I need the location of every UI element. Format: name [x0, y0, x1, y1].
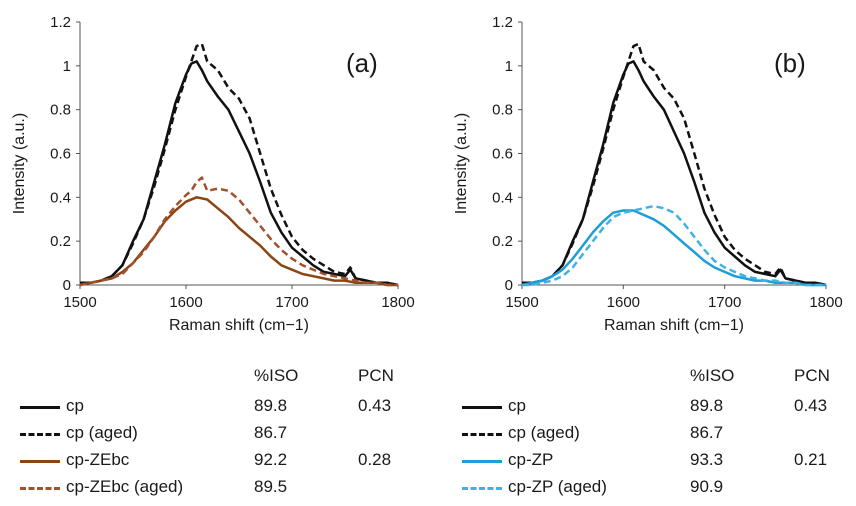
- x-tick-label: 1600: [169, 294, 202, 311]
- x-tick-label: 1500: [505, 294, 538, 311]
- legend-swatch: [462, 460, 502, 463]
- legend-iso-value: 93.3: [690, 450, 724, 469]
- y-tick-label: 0.6: [492, 146, 513, 163]
- x-axis-label: Raman shift (cm−1): [169, 317, 309, 334]
- y-axis-label: Intensity (a.u.): [453, 113, 470, 214]
- y-tick-label: 0.8: [492, 102, 513, 119]
- legend-row: cp 89.8 0.43: [462, 396, 856, 418]
- legend-series-name: cp (aged): [66, 423, 138, 442]
- legend-header-iso: %ISO: [690, 366, 735, 385]
- chart-panel-b: 0 0.2 0.4 0.6 0.8 1 1.2 1500 1600 1700 1800 Raman s…: [453, 14, 843, 334]
- legend-table-a: %ISO PCN cp 89.8 0.43 cp (aged) 86.7 cp-ZEbc 9…: [20, 366, 420, 506]
- y-tick-label: 0.8: [50, 102, 71, 119]
- legend-iso-value: 92.2: [254, 450, 288, 469]
- y-axis-label: Intensity (a.u.): [11, 113, 28, 214]
- x-tick-label: 1800: [809, 294, 842, 311]
- legend-row: cp (aged) 86.7: [462, 423, 856, 445]
- y-tick-label: 1: [63, 58, 71, 75]
- y-tick-label: 0.4: [492, 189, 513, 206]
- y-tick-label: 0.2: [492, 233, 513, 250]
- legend-iso-value: 86.7: [254, 423, 288, 442]
- panel-label: (a): [346, 48, 378, 78]
- x-axis-label: Raman shift (cm−1): [604, 317, 744, 334]
- x-tick-label: 1500: [63, 294, 96, 311]
- legend-pcn-value: 0.28: [358, 450, 392, 469]
- legend-swatch: [20, 406, 60, 409]
- legend-iso-value: 86.7: [690, 423, 724, 442]
- legend-header-iso: %ISO: [254, 366, 299, 385]
- legend-row: cp (aged) 86.7: [20, 423, 420, 445]
- legend-iso-value: 89.5: [254, 477, 288, 496]
- legend-series-name: cp-ZEbc: [66, 450, 130, 469]
- legend-iso-value: 89.8: [254, 396, 288, 415]
- x-tick-label: 1700: [275, 294, 308, 311]
- panel-label: (b): [774, 48, 806, 78]
- y-tick-label: 0.4: [50, 189, 71, 206]
- legend-swatch: [462, 433, 502, 436]
- legend-header-pcn: PCN: [794, 366, 830, 385]
- y-tick-label: 0.6: [50, 146, 71, 163]
- legend-series-name: cp-ZEbc (aged): [66, 477, 184, 496]
- legend-row: cp-ZEbc (aged) 89.5: [20, 477, 420, 499]
- legend-table-b: %ISO PCN cp 89.8 0.43 cp (aged) 86.7 cp-ZP 93.…: [462, 366, 856, 506]
- legend-series-name: cp: [66, 396, 84, 415]
- legend-pcn-value: 0.43: [358, 396, 392, 415]
- legend-swatch: [20, 433, 60, 436]
- x-tick-label: 1700: [708, 294, 741, 311]
- y-tick-label: 0: [505, 277, 513, 294]
- legend-header-pcn: PCN: [358, 366, 394, 385]
- legend-swatch: [462, 406, 502, 409]
- y-tick-label: 1: [505, 58, 513, 75]
- legend-iso-value: 90.9: [690, 477, 724, 496]
- x-tick-label: 1800: [381, 294, 414, 311]
- legend-pcn-value: 0.21: [794, 450, 828, 469]
- y-tick-label: 1.2: [50, 14, 71, 31]
- series-line-cp-zp-aged: [522, 204, 826, 287]
- legend-row: cp-ZP 93.3 0.21: [462, 450, 856, 472]
- x-tick-label: 1600: [607, 294, 640, 311]
- series-line-cp-zebc-aged: [79, 176, 398, 287]
- series-line-cp-aged: [522, 42, 827, 287]
- series-line-cp: [80, 60, 399, 287]
- legend-swatch: [20, 460, 60, 463]
- y-tick-label: 1.2: [492, 14, 513, 31]
- legend-row: cp-ZP (aged) 90.9: [462, 477, 856, 499]
- raman-spectra-figure: 0 0.2 0.4 0.6 0.8 1 1.2 1500 1600 1700 1800 Raman s…: [11, 14, 843, 334]
- series-line-cp-aged: [80, 42, 399, 287]
- series-line-cp-zp: [521, 209, 826, 287]
- legend-row: cp 89.8 0.43: [20, 396, 420, 418]
- legend-series-name: cp-ZP (aged): [508, 477, 607, 496]
- legend-series-name: cp: [508, 396, 526, 415]
- y-tick-label: 0: [63, 277, 71, 294]
- legend-row: cp-ZEbc 92.2 0.28: [20, 450, 420, 472]
- legend-iso-value: 89.8: [690, 396, 724, 415]
- legend-swatch: [20, 487, 60, 490]
- legend-pcn-value: 0.43: [794, 396, 828, 415]
- legend-swatch: [462, 487, 502, 490]
- y-tick-label: 0.2: [50, 233, 71, 250]
- chart-panel-a: 0 0.2 0.4 0.6 0.8 1 1.2 1500 1600 1700 1800 Raman s…: [11, 14, 415, 334]
- legend-series-name: cp-ZP: [508, 450, 554, 469]
- series-line-cp: [522, 60, 827, 287]
- legend-series-name: cp (aged): [508, 423, 580, 442]
